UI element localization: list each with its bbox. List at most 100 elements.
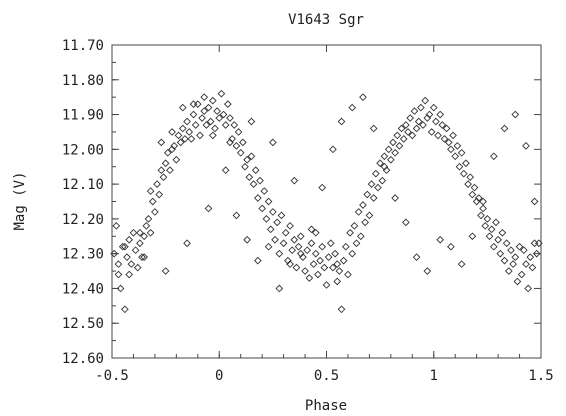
data-point <box>230 121 239 129</box>
data-point <box>329 263 337 272</box>
data-point <box>511 253 520 261</box>
data-point <box>496 249 505 258</box>
data-point <box>127 260 136 268</box>
data-point <box>311 249 320 258</box>
data-point <box>200 93 209 102</box>
data-point <box>335 267 344 275</box>
data-point <box>432 117 440 126</box>
data-point <box>176 138 185 147</box>
data-point <box>487 225 496 234</box>
y-tick-label: 11.70 <box>62 38 104 54</box>
data-point <box>380 162 389 171</box>
data-point <box>532 249 541 258</box>
data-point <box>269 208 277 216</box>
data-point <box>163 148 172 157</box>
data-point <box>348 103 357 112</box>
data-point <box>337 117 346 126</box>
data-point <box>277 211 286 220</box>
y-tick-label: 11.80 <box>62 73 104 89</box>
data-point <box>464 180 472 188</box>
data-point <box>260 187 269 195</box>
data-point <box>472 197 481 206</box>
data-point <box>462 159 470 168</box>
data-point <box>367 180 376 188</box>
data-point <box>402 121 410 129</box>
data-point <box>256 176 264 185</box>
y-tick-label: 11.90 <box>62 108 104 124</box>
data-point <box>232 142 241 150</box>
y-axis: 11.70 11.80 11.90 12.00 12.10 12.20 12.30 12.40… <box>62 38 541 367</box>
data-point <box>290 235 299 244</box>
data-point <box>275 249 284 258</box>
data-point <box>193 100 202 108</box>
data-point <box>157 166 166 175</box>
data-point <box>221 166 230 175</box>
data-point <box>500 256 509 265</box>
data-point <box>215 114 224 122</box>
data-point <box>243 155 251 164</box>
x-tick-label: -0.5 <box>95 368 129 384</box>
data-point <box>397 124 406 133</box>
data-point <box>406 114 414 122</box>
data-point <box>376 159 384 168</box>
data-point <box>517 270 526 279</box>
data-point <box>286 222 294 230</box>
data-point <box>294 242 303 251</box>
data-point <box>219 110 228 119</box>
data-point <box>318 183 327 192</box>
data-point <box>507 246 515 255</box>
data-point <box>178 124 187 133</box>
data-point <box>444 138 453 147</box>
data-point <box>296 232 305 241</box>
data-point <box>286 260 294 268</box>
data-point <box>166 166 174 175</box>
data-point <box>223 100 232 108</box>
data-point <box>110 249 118 258</box>
data-point <box>402 218 410 227</box>
data-point <box>393 131 402 140</box>
data-point <box>322 281 331 289</box>
data-point <box>138 253 146 261</box>
data-point <box>168 145 176 154</box>
data-point <box>316 256 324 265</box>
data-point <box>198 114 206 122</box>
data-point <box>299 253 307 261</box>
x-tick-label: 1.5 <box>528 368 553 384</box>
data-point <box>118 242 127 251</box>
data-point <box>489 242 498 251</box>
data-point <box>502 239 511 248</box>
data-point <box>275 284 284 293</box>
data-point <box>361 218 369 227</box>
data-point <box>189 110 198 119</box>
data-point <box>341 242 350 251</box>
data-point <box>504 267 513 275</box>
data-point <box>226 114 234 122</box>
data-point <box>303 246 312 255</box>
data-point <box>187 135 196 143</box>
data-point <box>371 169 380 178</box>
data-point <box>453 142 462 150</box>
data-point <box>204 204 213 213</box>
data-point <box>309 260 318 268</box>
data-point <box>217 89 226 98</box>
y-tick-label: 12.20 <box>62 212 104 228</box>
data-point <box>326 239 335 248</box>
data-point <box>314 270 322 279</box>
data-point <box>382 166 391 175</box>
data-point <box>457 260 466 268</box>
data-point <box>457 148 466 157</box>
data-point <box>305 274 314 282</box>
data-point <box>374 183 382 192</box>
data-point <box>234 128 243 136</box>
data-point <box>389 138 397 147</box>
data-point <box>356 232 365 241</box>
chart-title: V1643 Sgr <box>288 12 364 28</box>
data-point <box>515 242 524 251</box>
data-point <box>189 100 198 108</box>
data-point <box>307 225 316 234</box>
data-point <box>404 128 412 136</box>
data-point <box>440 135 449 143</box>
data-point <box>172 155 181 164</box>
data-point <box>318 242 327 251</box>
data-point <box>301 267 309 275</box>
